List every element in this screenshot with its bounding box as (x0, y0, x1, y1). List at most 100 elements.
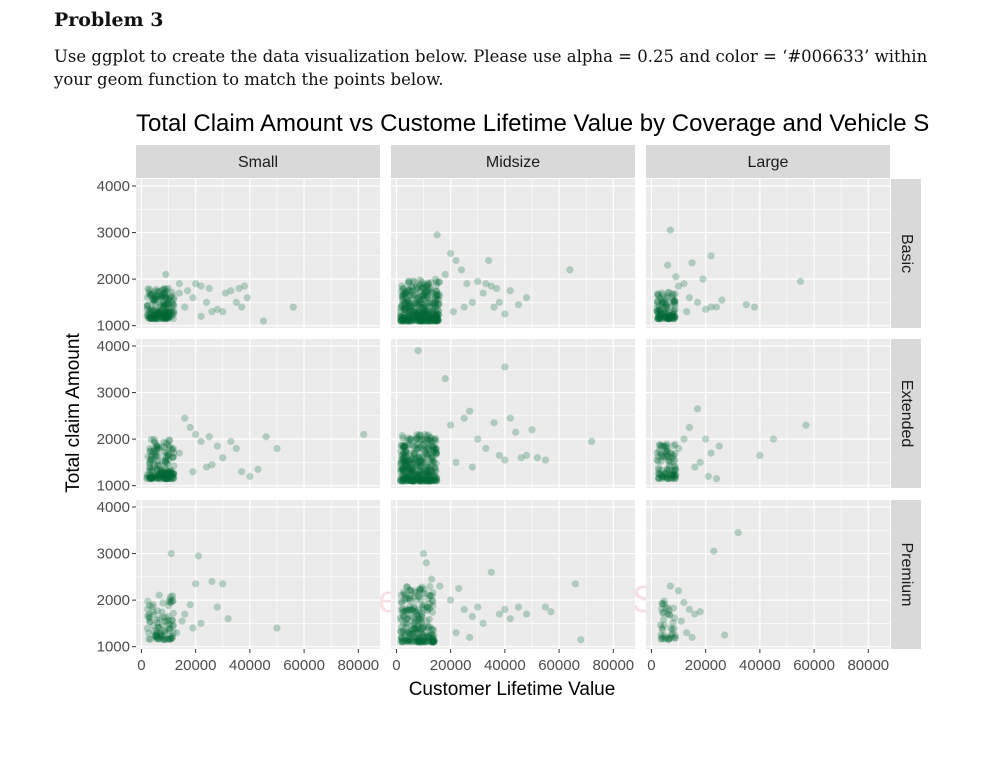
data-point (169, 308, 177, 316)
data-point (661, 300, 669, 308)
data-point (426, 436, 434, 445)
data-point (400, 458, 408, 466)
data-point (411, 607, 420, 616)
data-point (406, 317, 414, 325)
data-point (162, 472, 171, 481)
data-point (414, 310, 422, 318)
data-point (405, 606, 413, 614)
data-point (213, 442, 221, 450)
data-point (699, 275, 707, 283)
data-point (423, 477, 431, 485)
data-point (150, 296, 158, 304)
x-tick-label: 40000 (229, 657, 271, 674)
data-point (425, 316, 433, 324)
data-point (663, 314, 671, 323)
data-point (406, 456, 414, 464)
data-point (457, 266, 466, 274)
data-point (397, 441, 405, 450)
data-point (403, 594, 411, 603)
data-point (169, 597, 177, 605)
data-point (150, 296, 159, 304)
data-point (432, 294, 440, 302)
data-point (420, 292, 428, 300)
data-point (410, 278, 418, 286)
data-point (412, 634, 420, 642)
data-point (400, 596, 409, 604)
data-point (663, 313, 671, 321)
data-point (423, 617, 431, 625)
data-point (158, 467, 166, 475)
data-point (419, 317, 427, 325)
data-point (412, 289, 420, 297)
panel-background (646, 500, 890, 649)
data-point (154, 313, 162, 321)
data-point (671, 299, 679, 307)
data-point (169, 302, 178, 310)
data-point (153, 632, 161, 640)
data-point (514, 301, 523, 309)
data-point (657, 635, 665, 643)
data-point (411, 307, 419, 315)
data-point (424, 280, 433, 288)
data-point (404, 316, 412, 324)
data-point (460, 414, 468, 422)
data-point (401, 305, 409, 313)
data-point (159, 286, 167, 294)
data-point (170, 462, 178, 470)
data-point (156, 472, 164, 480)
data-point (424, 637, 432, 646)
data-point (399, 299, 407, 308)
data-point (669, 475, 677, 483)
data-point (422, 476, 430, 484)
data-point (398, 292, 406, 300)
data-point (413, 470, 422, 479)
data-point (403, 477, 411, 485)
data-point (423, 286, 431, 295)
data-point (669, 452, 678, 460)
data-point (410, 618, 418, 627)
data-point (168, 632, 176, 640)
data-point (661, 310, 669, 318)
data-point (397, 316, 405, 325)
panel-background (391, 179, 635, 328)
data-point (416, 314, 424, 322)
data-point (409, 631, 417, 639)
data-point (656, 470, 664, 478)
data-point (151, 455, 159, 464)
data-point (427, 465, 435, 473)
data-point (143, 311, 151, 320)
data-point (189, 624, 197, 632)
data-point (166, 635, 174, 643)
data-point (696, 458, 704, 466)
data-point (420, 317, 429, 325)
data-point (660, 615, 668, 624)
data-point (431, 445, 439, 453)
data-point (224, 615, 232, 623)
data-point (399, 454, 407, 462)
data-point (420, 477, 428, 485)
data-point (533, 454, 542, 462)
data-point (173, 629, 181, 637)
data-point (419, 309, 427, 318)
data-point (414, 471, 422, 479)
data-point (401, 454, 409, 462)
data-point (213, 305, 221, 313)
data-point (429, 442, 437, 451)
data-point (432, 282, 440, 290)
data-point (417, 467, 426, 476)
data-point (671, 305, 679, 313)
data-point (433, 295, 441, 303)
data-point (657, 310, 666, 318)
data-point (162, 299, 170, 307)
data-point (398, 463, 407, 472)
data-point (166, 468, 174, 477)
data-point (425, 302, 434, 310)
data-point (164, 453, 172, 461)
y-tick-label: 3000 (97, 546, 130, 563)
data-point (417, 477, 425, 485)
data-point (399, 317, 407, 325)
data-point (665, 458, 673, 466)
data-point (412, 471, 420, 479)
data-point (408, 606, 416, 614)
